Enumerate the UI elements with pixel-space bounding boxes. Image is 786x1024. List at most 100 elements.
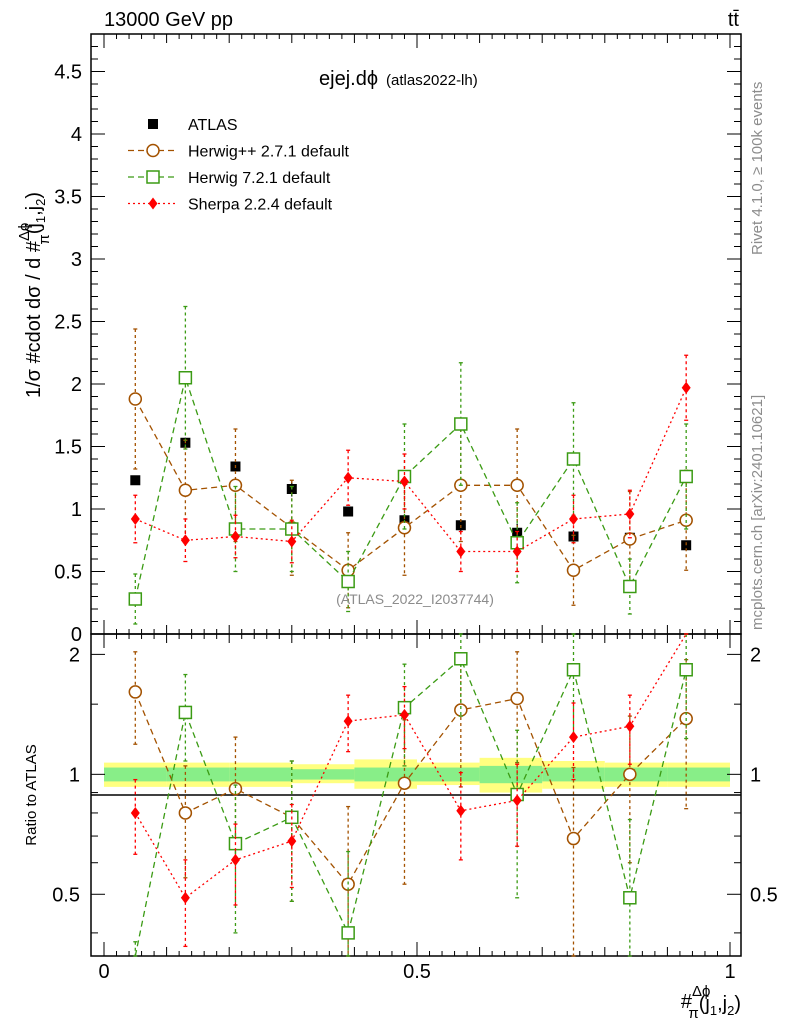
main-point [128, 392, 143, 406]
ratio-point [343, 715, 353, 728]
main-point [343, 471, 353, 484]
ratio-ytick-label-right: 0.5 [750, 884, 778, 906]
band-green-bin [667, 767, 730, 782]
ratio-ytick-label: 2 [69, 644, 80, 666]
main-point [343, 506, 354, 517]
main-ytick-label: 1 [71, 499, 82, 521]
ratio-point [566, 831, 581, 846]
ratio-point [569, 731, 578, 744]
legend-marker [148, 119, 158, 129]
band-green-bin [417, 767, 480, 782]
rivet-side-label: Rivet 4.1.0, ≥ 100k events [749, 82, 766, 255]
legend-marker [146, 170, 160, 184]
ratio-point [178, 705, 193, 720]
band-green-bin [229, 767, 292, 782]
ratio-point [623, 767, 637, 782]
ratio-point [287, 835, 297, 848]
ratio-y-axis-label: Ratio to ATLAS [23, 744, 40, 845]
main-series-line [134, 398, 687, 572]
main-ytick-label: 4 [71, 124, 82, 146]
main-point [456, 545, 466, 558]
ratio-series-layer [128, 633, 693, 957]
ratio-point [456, 804, 466, 817]
main-point [679, 469, 693, 484]
main-point [178, 371, 193, 385]
main-point [625, 508, 635, 520]
watermark: (ATLAS_2022_I2037744) [336, 591, 494, 607]
legend-label: Herwig 7.2.1 default [188, 170, 331, 187]
main-point [128, 592, 143, 606]
main-series-layer [128, 305, 693, 625]
main-ytick-label: 4.5 [54, 62, 82, 84]
main-ytick-label: 0.5 [54, 562, 82, 584]
legend-label: ATLAS [188, 117, 238, 134]
band-green-bin [291, 769, 355, 780]
ratio-point [512, 794, 522, 807]
main-ytick-label: 3 [71, 249, 82, 271]
legend: ATLAS Herwig++ 2.7.1 default Herwig 7.2.1 … [128, 117, 350, 214]
main-point [130, 513, 140, 525]
legend-marker [146, 143, 160, 158]
ratio-point [130, 806, 140, 819]
legend-marker [148, 197, 158, 210]
x-axis-label: #Δϕ π(j1,j2) [681, 983, 741, 1022]
xtick-label: 0.5 [403, 961, 431, 983]
plot-title: ejej.dϕ (atlas2022-lh) [319, 68, 478, 90]
main-point [178, 483, 193, 497]
ratio-point [623, 891, 637, 905]
main-y-axis-label: 1/σ #cdot dσ / d #Δϕ π(j1,j2) [16, 192, 53, 398]
process-label: tt̄ [728, 9, 740, 31]
main-point [510, 478, 524, 492]
main-ytick-label: 3.5 [54, 187, 82, 209]
main-point [130, 475, 141, 486]
main-point [228, 478, 243, 492]
main-point [454, 417, 468, 431]
main-point [180, 534, 190, 547]
main-ytick-label: 1.5 [54, 437, 82, 459]
legend-label: Sherpa 2.2.4 default [188, 197, 333, 214]
band-green-bin [104, 767, 167, 782]
main-series [130, 354, 691, 573]
ratio-point [454, 652, 468, 666]
ratio-point [178, 806, 193, 820]
xtick-label: 1 [724, 961, 735, 983]
main-series-line [134, 375, 687, 600]
main-point [569, 513, 578, 525]
ratio-point [180, 891, 190, 904]
ratio-point [679, 663, 693, 677]
ratio-series [128, 651, 693, 957]
main-ytick-label: 2 [71, 374, 82, 396]
ratio-point [399, 708, 409, 721]
main-point [399, 475, 409, 488]
main-series [128, 305, 693, 625]
svg-text:1/σ #cdot dσ / d #Δϕπ(j1,j2): 1/σ #cdot dσ / d #Δϕ π(j1,j2) [16, 192, 53, 398]
legend-label: Herwig++ 2.7.1 default [188, 144, 350, 161]
axes-ticks: 0 0.5 1 1.5 2 2.5 3 3.5 4 4.5 0 0.5 1 0.5 0.5 1 1 2 2 [52, 33, 778, 983]
main-point [681, 381, 691, 394]
ratio-ytick-label-right: 1 [750, 764, 761, 786]
ratio-point [510, 691, 524, 706]
xtick-label: 0 [98, 961, 109, 983]
main-point [623, 579, 637, 594]
ratio-point [128, 685, 143, 699]
ratio-point [397, 776, 412, 790]
ratio-ytick-label: 0.5 [52, 884, 80, 906]
main-point [287, 535, 297, 548]
mcplots-side-label: mcplots.cern.ch [arXiv:2401.10621] [749, 395, 766, 630]
ratio-point [625, 720, 635, 733]
main-ytick-label: 0 [71, 624, 82, 646]
band-green-bin [479, 765, 543, 784]
main-series [128, 328, 693, 609]
main-series [130, 437, 692, 551]
ratio-ytick-label-right: 2 [750, 644, 761, 666]
ratio-point [566, 663, 581, 677]
main-point [566, 452, 581, 466]
main-ytick-label: 2.5 [54, 312, 82, 334]
main-point [566, 563, 581, 577]
band-green-bin [166, 767, 230, 782]
main-point [512, 545, 522, 558]
ratio-point [341, 926, 355, 940]
ratio-ytick-label: 1 [69, 764, 80, 786]
ratio-point [230, 853, 240, 866]
